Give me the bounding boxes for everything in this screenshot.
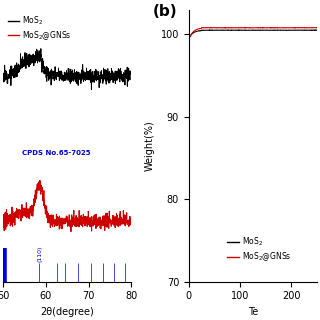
Text: CPDS No.65-7025: CPDS No.65-7025 bbox=[22, 150, 91, 156]
Legend: MoS$_2$, MoS$_2$@GNSs: MoS$_2$, MoS$_2$@GNSs bbox=[227, 235, 292, 264]
Text: (110): (110) bbox=[38, 245, 43, 262]
X-axis label: 2θ(degree): 2θ(degree) bbox=[40, 307, 94, 317]
X-axis label: Te: Te bbox=[248, 307, 258, 317]
Text: (b): (b) bbox=[153, 4, 178, 19]
Y-axis label: Weight(%): Weight(%) bbox=[145, 120, 155, 171]
Legend: MoS$_2$, MoS$_2$@GNSs: MoS$_2$, MoS$_2$@GNSs bbox=[7, 13, 73, 43]
